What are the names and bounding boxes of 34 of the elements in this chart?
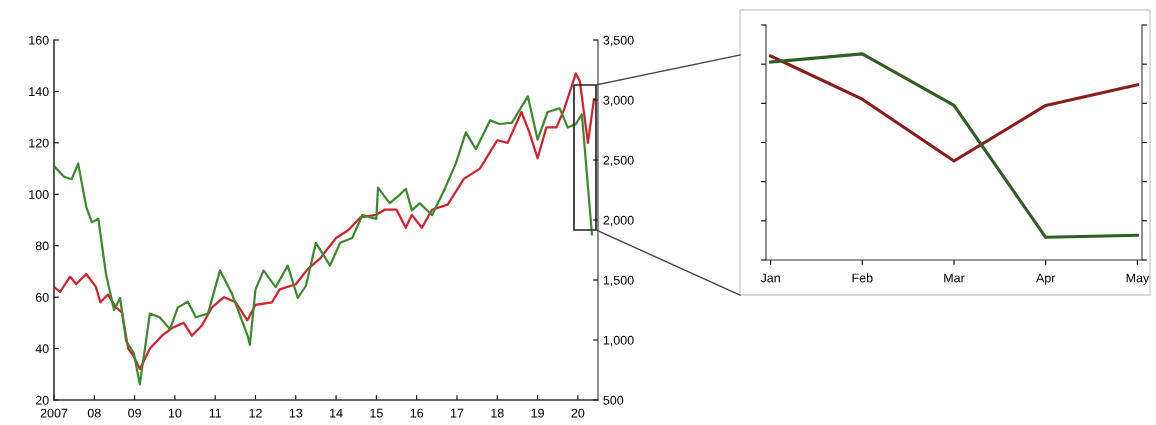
x-tick-label: 12 bbox=[249, 408, 262, 418]
y2-tick-label: 2,500 bbox=[603, 155, 634, 167]
y-tick-label: 140 bbox=[29, 87, 49, 97]
x-tick-label: 08 bbox=[87, 408, 101, 418]
x-tick-label: 10 bbox=[168, 408, 182, 418]
y-tick-label: 120 bbox=[29, 138, 49, 148]
x-tick-label: 20 bbox=[571, 408, 585, 418]
x-tick-label: 17 bbox=[450, 408, 464, 418]
y-tick-label: 160 bbox=[29, 35, 49, 45]
x-tick-label: 2007 bbox=[40, 408, 68, 418]
x-tick-label: Apr bbox=[1036, 273, 1056, 285]
y2-tick-label: 1,500 bbox=[603, 275, 634, 287]
x-tick-label: 16 bbox=[410, 408, 424, 418]
y-tick-label: 60 bbox=[35, 292, 49, 302]
x-tick-label: 19 bbox=[531, 408, 544, 418]
x-tick-label: May bbox=[1126, 273, 1150, 285]
y-tick-label: 100 bbox=[29, 190, 49, 199]
y2-tick-label: 1,000 bbox=[603, 335, 634, 347]
y2-tick-label: 3,000 bbox=[603, 95, 634, 107]
y-tick-label: 40 bbox=[35, 344, 49, 354]
y-tick-label: 80 bbox=[35, 241, 49, 251]
y-tick-label: 20 bbox=[35, 395, 49, 405]
x-tick-label: 18 bbox=[491, 408, 504, 418]
y2-tick-label: 3,500 bbox=[603, 35, 634, 47]
x-tick-label: Feb bbox=[852, 273, 873, 283]
x-tick-label: Mar bbox=[944, 273, 965, 283]
x-tick-label: 14 bbox=[330, 408, 343, 418]
x-tick-label: Jan bbox=[760, 273, 780, 283]
y2-tick-label: 2,000 bbox=[603, 215, 634, 227]
x-tick-label: 11 bbox=[209, 408, 222, 418]
x-tick-label: 13 bbox=[289, 408, 303, 418]
x-tick-label: 15 bbox=[370, 408, 383, 418]
x-tick-label: 09 bbox=[128, 408, 141, 418]
y2-tick-label: 500 bbox=[603, 395, 624, 405]
